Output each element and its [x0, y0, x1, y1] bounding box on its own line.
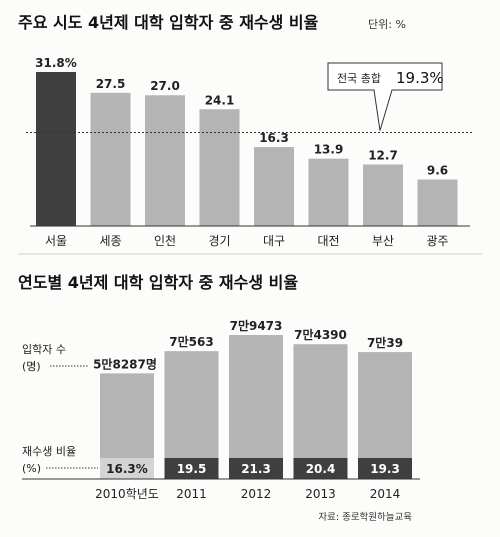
chart2-category-label-2: 2011: [176, 487, 207, 501]
chart2-total-label-1: 5만8287명: [93, 356, 157, 371]
chart1-bar-8: [417, 179, 458, 226]
chart1-unit: 단위: %: [368, 18, 406, 31]
chart2-bar-5: [358, 352, 412, 479]
chart2-total-label-4: 7만4390: [294, 327, 347, 342]
chart1-category-label-6: 대전: [317, 234, 339, 248]
chart1-value-label-3: 27.0: [150, 79, 180, 93]
chart2-ratio-label-3: 21.3: [241, 462, 271, 476]
chart1-category-label-5: 대구: [263, 234, 285, 248]
chart1-bar-5: [254, 147, 294, 226]
chart2-category-label-1: 2010학년도: [95, 487, 159, 501]
chart2-bar-2: [164, 351, 219, 479]
chart1-reference-value: 19.3%: [396, 69, 444, 87]
chart1-title: 주요 시도 4년제 대학 입학자 중 재수생 비율: [18, 13, 319, 32]
chart2-bar-3: [229, 335, 283, 479]
chart2-ratio-band-1: [100, 458, 154, 479]
chart1-category-label-7: 부산: [372, 234, 394, 248]
chart2-ratio-label-1: 16.3%: [106, 462, 148, 476]
chart1-category-label-8: 광주: [426, 234, 448, 248]
chart2-ratio-axis-unit: (%): [22, 462, 41, 475]
chart2-total-label-5: 7만39: [367, 335, 403, 350]
chart1-category-label-4: 경기: [208, 234, 230, 248]
chart1-value-label-2: 27.5: [96, 77, 126, 91]
chart2-title: 연도별 4년제 대학 입학자 중 재수생 비율: [18, 273, 298, 292]
chart1-value-label-6: 13.9: [314, 143, 344, 157]
chart1-bar-4: [199, 109, 240, 226]
chart2-category-label-3: 2012: [241, 487, 272, 501]
chart1-value-label-1: 31.8%: [35, 56, 77, 70]
chart2-ratio-label-5: 19.3: [370, 462, 400, 476]
chart2-total-label-2: 7만563: [169, 334, 213, 349]
chart1-category-label-1: 서울: [45, 234, 67, 248]
chart1-value-label-4: 24.1: [205, 93, 235, 107]
chart1-bar-7: [363, 164, 403, 226]
chart2-total-axis-label: 입학자 수: [22, 343, 66, 356]
chart2-total-axis-unit: (명): [22, 360, 41, 373]
source-note: 자료: 종로학원하늘교육: [318, 511, 412, 523]
chart2-bar-4: [293, 344, 348, 479]
chart1-callout-bubble: [327, 62, 443, 131]
chart2-plot: 5만8287명 16.3% 2010학년도 7만563 19.5 2011 7만9473 21…: [22, 318, 420, 501]
chart2-ratio-axis-label: 재수생 비율: [22, 445, 76, 458]
chart1-value-label-8: 9.6: [427, 164, 448, 178]
chart2-ratio-label-2: 19.5: [177, 462, 207, 476]
chart1-bar-6: [308, 158, 349, 226]
chart1-value-label-5: 16.3: [259, 131, 289, 145]
chart1-value-label-7: 12.7: [368, 148, 398, 162]
chart2-category-label-4: 2013: [305, 487, 336, 501]
chart2-ratio-band-3: [229, 458, 283, 479]
chart2-ratio-band-5: [358, 458, 412, 479]
chart1-reference-label: 전국 총합: [337, 72, 381, 85]
chart2-total-label-3: 7만9473: [230, 318, 283, 333]
chart2-ratio-band-4: [293, 458, 348, 479]
chart1-category-label-2: 세종: [99, 234, 121, 248]
chart2-ratio-label-4: 20.4: [306, 462, 336, 476]
chart1-bar-1: [36, 72, 76, 226]
chart1-bar-2: [90, 92, 131, 226]
chart1-category-label-3: 인천: [154, 233, 176, 248]
chart1-bar-3: [145, 95, 185, 226]
chart1-plot: 31.8% 서울 27.5 세종 27.0 인천 24.1 경기 16.3 대구 13.9 대전 12.…: [26, 56, 472, 248]
chart2-category-label-5: 2014: [370, 487, 401, 501]
chart2-ratio-band-2: [164, 458, 219, 479]
